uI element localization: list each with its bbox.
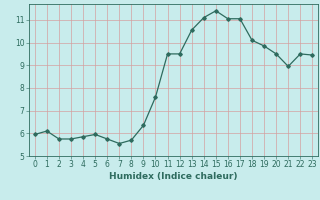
X-axis label: Humidex (Indice chaleur): Humidex (Indice chaleur) — [109, 172, 238, 181]
